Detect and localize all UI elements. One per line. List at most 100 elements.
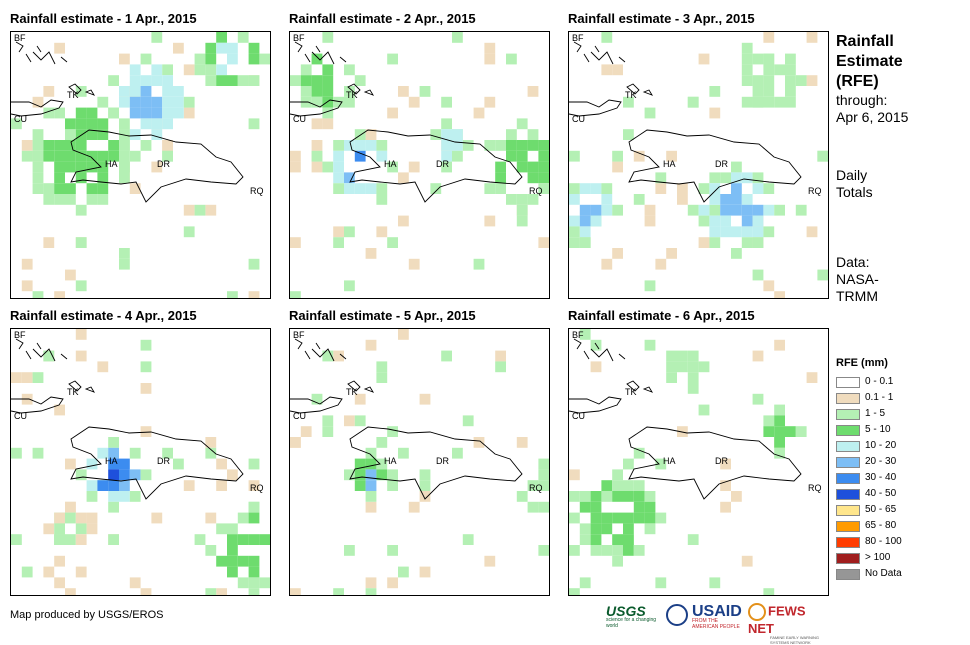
rainfall-cell (806, 226, 818, 238)
rainfall-cell (408, 258, 420, 270)
rainfall-cell (419, 393, 431, 405)
rainfall-cell (322, 350, 334, 362)
rainfall-cell (75, 350, 87, 362)
coastline-path (290, 396, 343, 414)
rainfall-cell (32, 96, 44, 108)
coastline-path (347, 83, 375, 96)
rainfall-cell (119, 458, 130, 470)
rainfall-cell (75, 329, 87, 340)
rainfall-cell (720, 194, 731, 205)
rainfall-cell (65, 194, 76, 205)
rainfall-cell (473, 258, 485, 270)
rainfall-cell (108, 480, 119, 491)
rainfall-cell (194, 204, 206, 216)
rainfall-cell (430, 183, 442, 194)
rainfall-cell (579, 329, 591, 340)
rainfall-cell (527, 129, 539, 140)
rainfall-cell (506, 150, 517, 162)
rainfall-cell (237, 75, 249, 86)
rainfall-cell (259, 534, 270, 545)
rainfall-cell (731, 204, 742, 216)
rainfall-cell (86, 194, 98, 205)
rainfall-cell (97, 118, 109, 130)
rainfall-cell (731, 183, 742, 194)
rainfall-cell (763, 588, 775, 595)
rainfall-cell (666, 372, 677, 383)
legend-label: 1 - 5 (865, 408, 886, 419)
rainfall-cell (623, 96, 634, 108)
coastline-path (294, 41, 321, 63)
rainfall-cell (741, 75, 753, 86)
usgs-logo: USGS science for a changing world (606, 603, 662, 629)
rainfall-cell (173, 96, 184, 108)
rainfall-cell (579, 523, 591, 535)
rainfall-cell (43, 566, 55, 578)
rainfall-cell (569, 226, 580, 238)
rainfall-cell (32, 140, 44, 151)
rainfall-cell (806, 372, 818, 383)
coastline-path (32, 348, 68, 362)
rainfall-cell (322, 161, 334, 173)
legend-label: 0 - 0.1 (865, 376, 894, 387)
label-cu: CU (14, 411, 27, 421)
rainfall-cell (506, 140, 517, 151)
legend-label: 40 - 50 (865, 488, 897, 499)
rainfall-cell (21, 372, 33, 383)
legend-label: 10 - 20 (865, 440, 897, 451)
rainfall-cell (398, 215, 409, 227)
rainfall-cell (774, 415, 785, 427)
rainfall-cell (569, 237, 580, 248)
rainfall-cell (698, 215, 710, 227)
rainfall-cell (237, 577, 249, 589)
rainfall-cell (741, 215, 753, 227)
rainfall-cell (623, 480, 634, 491)
rainfall-cell (806, 32, 818, 43)
rainfall-cell (644, 339, 656, 351)
sidebar-title-line1: Rainfall (836, 33, 894, 50)
fews-logo-text: FEWS NET (748, 603, 806, 636)
rainfall-cell (387, 53, 398, 65)
rainfall-cell (354, 480, 366, 491)
rainfall-cell (495, 172, 506, 184)
rainfall-cell (119, 86, 130, 97)
rainfall-cell (484, 42, 496, 54)
rainfall-cell (140, 469, 152, 481)
rainfall-cell (527, 86, 539, 97)
rainfall-cell (259, 53, 270, 65)
label-ha: HA (384, 456, 397, 466)
coastline-path (311, 51, 347, 65)
rainfall-cell (183, 107, 195, 119)
rainfall-cell (119, 140, 130, 151)
rainfall-cell (259, 577, 270, 589)
rainfall-cell (311, 75, 323, 86)
panel-title-3: Rainfall estimate - 3 Apr., 2015 (568, 11, 755, 26)
rainfall-cell (569, 183, 580, 194)
rainfall-cell (612, 204, 623, 216)
legend-label: > 100 (865, 552, 891, 563)
rainfall-cell (590, 204, 602, 216)
rainfall-cell (516, 161, 528, 173)
rainfall-cell (612, 64, 623, 76)
rainfall-cell (75, 523, 87, 535)
rainfall-cell (344, 415, 355, 427)
label-bf: BF (293, 33, 305, 43)
rainfall-cell (752, 86, 764, 97)
rainfall-cell (333, 96, 344, 108)
rainfall-cell (731, 161, 742, 173)
rainfall-cell (408, 96, 420, 108)
rainfall-cell (129, 183, 141, 194)
rainfall-cell (248, 118, 260, 130)
label-dr: DR (157, 159, 170, 169)
rainfall-cell (54, 534, 65, 545)
rainfall-cell (752, 269, 764, 281)
rainfall-cell (763, 32, 775, 43)
rainfall-cell (590, 215, 602, 227)
rainfall-cell (774, 64, 785, 76)
rainfall-cell (129, 96, 141, 108)
rainfall-cell (419, 469, 431, 481)
rainfall-cell (484, 183, 496, 194)
rainfall-cell (108, 75, 119, 86)
rainfall-cell (216, 64, 227, 76)
rainfall-cell (162, 75, 173, 86)
rainfall-cell (129, 150, 141, 162)
